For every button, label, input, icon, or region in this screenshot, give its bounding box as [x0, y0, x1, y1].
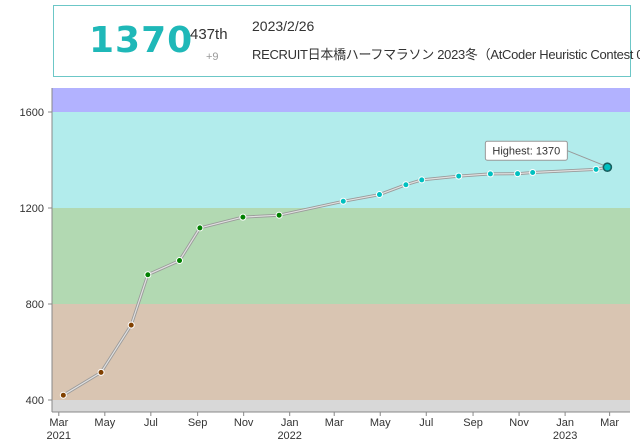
x-tick-label: Nov	[509, 417, 529, 429]
data-point	[592, 165, 600, 173]
rating-band-1	[52, 304, 630, 400]
x-tick-year: 2023	[553, 430, 577, 442]
x-tick-label: Jan	[556, 417, 574, 429]
data-point	[402, 181, 410, 189]
x-tick-label: Mar	[325, 417, 344, 429]
rank-text: 437th	[190, 26, 228, 43]
y-axis-ticks: 400 800 1200 1600	[20, 107, 52, 407]
data-point	[486, 170, 494, 178]
rating-band-4	[52, 88, 630, 112]
data-point	[514, 170, 522, 178]
x-tick-label: May	[94, 417, 115, 429]
tooltip-leader	[567, 150, 604, 166]
contest-date: 2023/2/26	[252, 18, 315, 34]
rating-band-2	[52, 208, 630, 304]
data-point	[339, 197, 347, 205]
y-tick-label: 800	[26, 299, 44, 311]
x-tick-label: Jul	[144, 417, 158, 429]
contest-info-card: 1370 437th +9 2023/2/26 RECRUIT日本橋ハーフマラソ…	[53, 5, 640, 77]
rating-change: +9	[206, 51, 219, 63]
x-tick-label: Sep	[463, 417, 483, 429]
contest-name: RECRUIT日本橋ハーフマラソン 2023冬（AtCoder Heuristi…	[252, 47, 640, 62]
data-point	[275, 211, 283, 219]
data-point	[602, 162, 613, 172]
x-tick-label: Mar	[600, 417, 619, 429]
tooltip-box	[484, 140, 568, 161]
data-point	[127, 321, 135, 329]
data-point	[176, 257, 184, 265]
x-tick-year: 2022	[277, 430, 301, 442]
highest-tooltip: Highest: 1370	[484, 140, 604, 166]
data-point	[375, 191, 383, 199]
rating-band-0	[52, 400, 630, 412]
data-point	[97, 368, 105, 376]
x-tick-label: Jul	[419, 417, 433, 429]
x-tick-label: Mar	[49, 417, 68, 429]
data-point	[418, 176, 426, 184]
rating-value: 1370	[89, 20, 194, 61]
x-tick-year: 2021	[47, 430, 71, 442]
data-point	[455, 172, 463, 180]
x-tick-label: Jan	[281, 417, 299, 429]
x-tick-label: Sep	[188, 417, 208, 429]
data-point	[196, 224, 204, 232]
rating-bands	[52, 88, 630, 412]
data-point	[529, 168, 537, 176]
rating-points	[59, 162, 613, 399]
data-point	[144, 271, 152, 279]
data-point	[59, 391, 67, 399]
y-tick-label: 1200	[20, 203, 44, 215]
y-tick-label: 1600	[20, 107, 44, 119]
x-tick-label: May	[370, 417, 391, 429]
tooltip-label: Highest: 1370	[492, 146, 560, 158]
chart-axes	[51, 88, 630, 413]
y-tick-label: 400	[26, 395, 44, 407]
x-tick-label: Nov	[234, 417, 254, 429]
data-point	[239, 213, 247, 221]
